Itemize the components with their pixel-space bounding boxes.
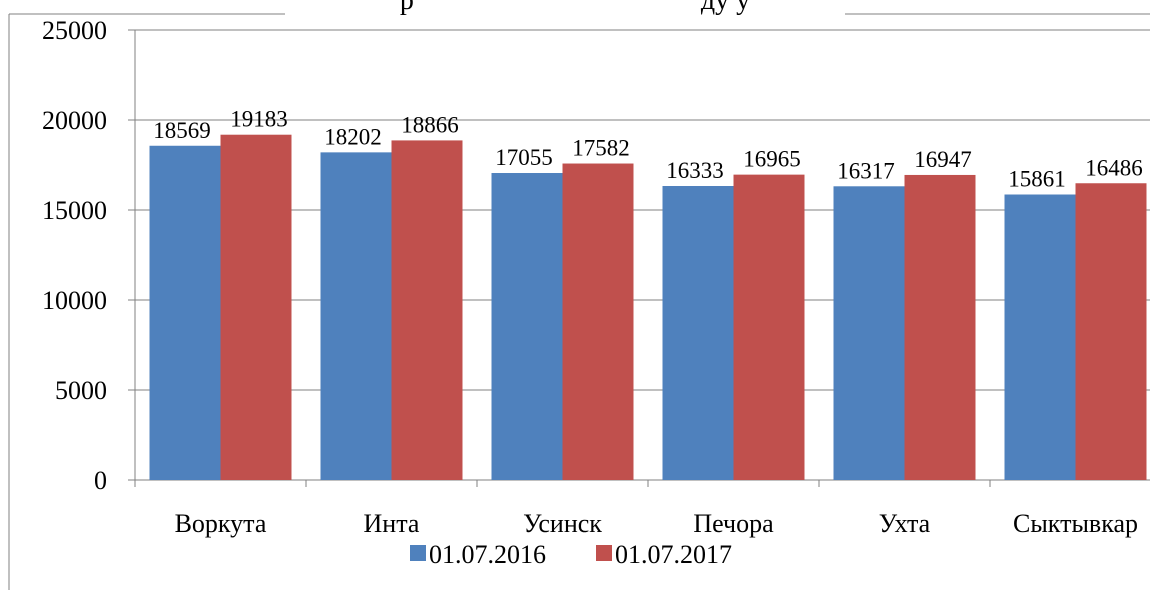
data-labels: 18569 19183 18202 18866 17055 17582 16333 16965… (153, 107, 1143, 192)
data-label: 16317 (837, 158, 895, 183)
bar (904, 174, 976, 481)
legend-label: 01.07.2017 (615, 540, 732, 569)
legend-swatch (410, 545, 426, 561)
data-label: 16947 (914, 147, 972, 172)
x-tick-label: Сыктывкар (1013, 509, 1138, 538)
bar (320, 152, 392, 480)
bar (1075, 183, 1147, 480)
x-tick-label: Ухта (879, 509, 931, 538)
y-tick-label: 20000 (42, 106, 107, 135)
bar (833, 186, 905, 480)
data-label: 18202 (324, 124, 382, 149)
y-tick-label: 10000 (42, 286, 107, 315)
bar (220, 134, 292, 480)
x-tick-label: Воркута (175, 509, 267, 538)
legend-label: 01.07.2016 (429, 540, 546, 569)
bar (662, 186, 734, 481)
data-label: 17055 (495, 145, 553, 170)
data-label: 17582 (572, 136, 630, 161)
gridlines (135, 29, 1150, 391)
y-tick-label: 0 (94, 466, 107, 495)
x-tick-label: Печора (693, 509, 774, 538)
bar (391, 140, 463, 481)
chart-title: р ду у (400, 0, 750, 16)
x-tick-label: Инта (364, 509, 420, 538)
bar (491, 173, 563, 480)
data-label: 15861 (1008, 167, 1066, 192)
bar (733, 174, 805, 480)
data-label: 16333 (666, 158, 724, 183)
bar (149, 145, 221, 480)
y-tick-label: 5000 (55, 376, 107, 405)
data-label: 16486 (1085, 155, 1143, 180)
data-label: 18866 (401, 112, 459, 137)
legend-swatch (596, 545, 612, 561)
bar (562, 163, 634, 481)
data-label: 18569 (153, 118, 211, 143)
y-tick-label: 25000 (42, 16, 107, 45)
legend: 01.07.2016 01.07.2017 (410, 540, 732, 569)
bar (1004, 194, 1076, 480)
data-label: 19183 (230, 107, 288, 132)
y-tick-label: 15000 (42, 196, 107, 225)
bars (149, 134, 1147, 481)
x-tick-label: Усинск (523, 509, 602, 538)
axes: 0 5000 10000 15000 20000 25000 Воркута Инта Усин… (42, 16, 1150, 538)
data-label: 16965 (743, 147, 801, 172)
